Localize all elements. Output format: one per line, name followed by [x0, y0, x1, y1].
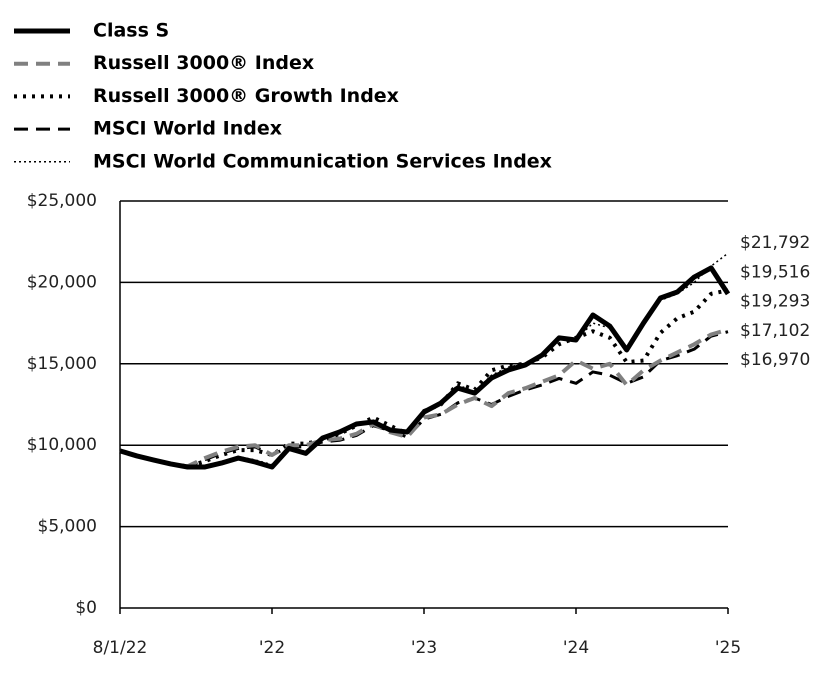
end-value-label: $16,970 — [740, 350, 810, 370]
y-tick-label: $15,000 — [27, 354, 97, 374]
legend-label: Russell 3000® Growth Index — [93, 85, 399, 107]
end-value-label: $17,102 — [740, 321, 810, 341]
x-tick-label: '22 — [259, 638, 285, 658]
legend-label: Russell 3000® Index — [93, 52, 314, 74]
series-line — [119, 252, 729, 468]
legend-label: MSCI World Index — [93, 118, 282, 140]
series-line — [119, 327, 729, 469]
x-tick-label: '24 — [563, 638, 589, 658]
y-tick-label: $20,000 — [27, 272, 97, 292]
end-value-label: $21,792 — [740, 233, 810, 253]
legend-label: Class S — [93, 20, 169, 42]
series-line — [119, 330, 729, 468]
end-value-label: $19,293 — [740, 292, 810, 312]
x-tick-label: 8/1/22 — [93, 638, 148, 658]
x-tick-label: '23 — [411, 638, 437, 658]
end-value-label: $19,516 — [740, 262, 810, 282]
y-tick-label: $10,000 — [27, 435, 97, 455]
legend-label: MSCI World Communication Services Index — [93, 150, 552, 172]
x-tick-label: '25 — [715, 638, 741, 658]
y-tick-label: $0 — [75, 598, 97, 618]
series-line — [119, 265, 731, 470]
y-tick-label: $5,000 — [38, 517, 97, 537]
y-tick-label: $25,000 — [27, 191, 97, 211]
